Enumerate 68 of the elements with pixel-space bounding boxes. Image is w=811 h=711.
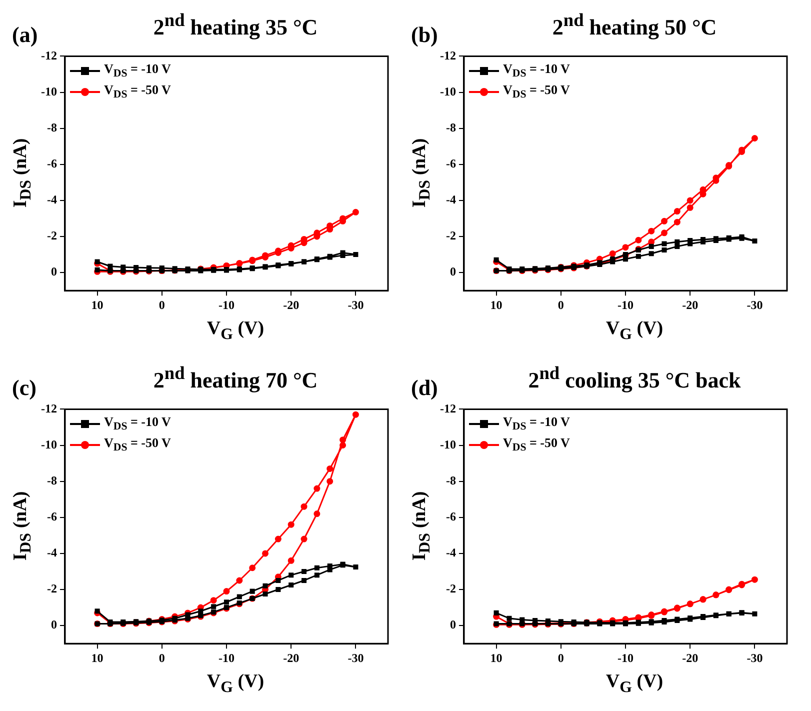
y-tick-label: -6 xyxy=(46,156,57,170)
y-tick-label: -2 xyxy=(46,228,57,243)
chart-title: 2$^{nd}$ cooling 35 °C back xyxy=(527,363,742,394)
text: (a) xyxy=(12,22,38,48)
y-tick-label: -12 xyxy=(40,401,57,416)
x-axis-title: V$_{G}$ (V) xyxy=(206,318,266,344)
x-tick-label: 10 xyxy=(490,650,502,665)
x-tick-label: -30 xyxy=(348,650,364,665)
y-tick-label: -2 xyxy=(446,228,456,243)
y-tick-label: -4 xyxy=(46,546,57,560)
y-tick-label: 0 xyxy=(50,264,57,279)
text: (b) xyxy=(411,22,438,48)
y-tick-label: -2 xyxy=(46,582,57,596)
text: (d) xyxy=(411,375,438,401)
y-tick-label: -6 xyxy=(446,509,456,524)
x-axis-title: V$_{G}$ (V) xyxy=(206,671,266,697)
y-tick-label: -12 xyxy=(440,48,456,62)
x-tick-label: 10 xyxy=(91,650,104,665)
x-tick-label: -20 xyxy=(682,650,698,665)
y-tick-label: -8 xyxy=(446,473,456,488)
y-tick-label: -12 xyxy=(440,401,456,416)
legend-label: V$_{DS}$ = -50 V xyxy=(503,82,570,101)
y-tick-label: 0 xyxy=(450,264,456,279)
y-tick-label: -2 xyxy=(446,582,456,596)
legend-label: V$_{DS}$ = -10 V xyxy=(104,414,171,433)
x-tick-label: -30 xyxy=(746,650,763,665)
x-tick-label: -10 xyxy=(218,650,234,665)
y-tick-label: -12 xyxy=(40,48,57,62)
y-tick-label: -4 xyxy=(46,192,57,207)
legend-label: V$_{DS}$ = -10 V xyxy=(104,61,171,80)
y-tick-label: -8 xyxy=(446,120,456,134)
legend-label: V$_{DS}$ = -50 V xyxy=(104,435,171,454)
chart-title: 2$^{nd}$ heating 50 °C xyxy=(551,10,718,40)
chart-title: 2$^{nd}$ heating 70 °C xyxy=(152,363,319,394)
y-tick-label: -4 xyxy=(446,546,456,560)
x-tick-label: 10 xyxy=(91,298,104,312)
y-tick-label: -10 xyxy=(40,84,57,98)
y-tick-label: -6 xyxy=(446,156,456,170)
y-tick-label: -6 xyxy=(46,509,57,524)
x-tick-label: 10 xyxy=(490,298,502,312)
x-tick-label: -20 xyxy=(283,298,300,312)
x-tick-label: 0 xyxy=(158,298,165,312)
legend-label: V$_{DS}$ = -10 V xyxy=(503,61,570,80)
y-tick-label: 0 xyxy=(450,618,456,632)
x-tick-label: -10 xyxy=(218,298,234,312)
x-tick-label: -20 xyxy=(283,650,300,665)
text: (c) xyxy=(12,375,36,401)
x-tick-label: -10 xyxy=(618,298,634,312)
legend-label: V$_{DS}$ = -50 V xyxy=(503,435,570,454)
chart-title: 2$^{nd}$ heating 35 °C xyxy=(152,10,319,40)
x-tick-label: -30 xyxy=(348,298,364,312)
y-tick-label: -10 xyxy=(440,437,456,452)
x-tick-label: 0 xyxy=(558,298,564,312)
x-tick-label: -10 xyxy=(618,650,634,665)
y-tick-label: 0 xyxy=(50,618,57,632)
x-tick-label: -30 xyxy=(746,298,763,312)
x-tick-label: 0 xyxy=(558,650,564,665)
x-tick-label: -20 xyxy=(682,298,698,312)
legend-label: V$_{DS}$ = -50 V xyxy=(104,82,171,101)
y-tick-label: -8 xyxy=(46,120,57,134)
y-tick-label: -8 xyxy=(46,473,57,488)
x-tick-label: 0 xyxy=(158,650,165,665)
x-axis-title: V$_{G}$ (V) xyxy=(604,671,664,697)
x-axis-title: V$_{G}$ (V) xyxy=(604,318,664,344)
y-tick-label: -4 xyxy=(446,192,456,207)
y-tick-label: -10 xyxy=(440,84,456,98)
legend-label: V$_{DS}$ = -10 V xyxy=(503,414,570,433)
y-tick-label: -10 xyxy=(40,437,57,452)
